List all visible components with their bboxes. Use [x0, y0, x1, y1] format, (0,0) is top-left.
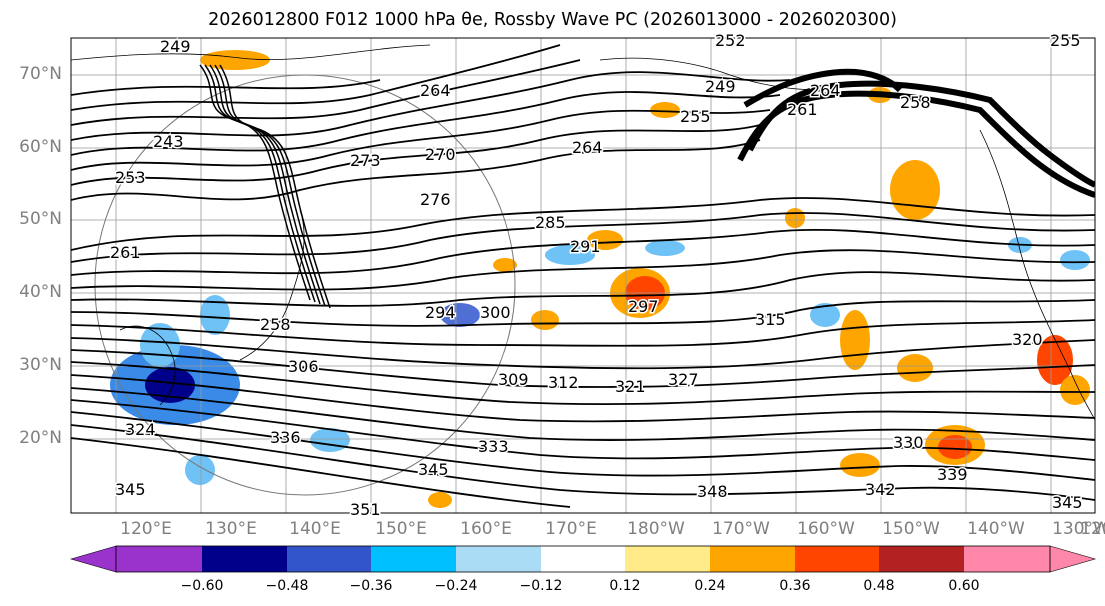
anomaly-blob-positive [1060, 375, 1090, 405]
anomaly-blob-positive [890, 160, 940, 220]
anomaly-blob-positive [587, 230, 623, 250]
lat-label: 30°N [19, 355, 62, 375]
lon-label: 130°E [205, 519, 257, 539]
lon-label: 180°W [627, 519, 685, 539]
anomaly-shading [110, 50, 1090, 508]
anomaly-blob-positive [428, 492, 452, 508]
plot-frame [70, 37, 1096, 514]
anomaly-blob-strong-negative [145, 367, 195, 403]
anomaly-blob-negative [810, 303, 840, 327]
anomaly-blob-positive [1037, 335, 1073, 385]
colorbar-extend-high [1049, 545, 1097, 573]
lon-label: 170°W [712, 519, 770, 539]
coastlines [71, 44, 1095, 421]
map-title: 2026012800 F012 1000 hPa θe, Rossby Wave… [208, 10, 897, 30]
lat-label: 50°N [19, 209, 62, 229]
lon-label: 120°E [120, 519, 172, 539]
colorbar-tick-label: 0.36 [779, 578, 811, 594]
lon-label: 120°W [1080, 519, 1105, 539]
anomaly-blob-positive [200, 50, 270, 70]
lon-label: 170°E [545, 519, 597, 539]
anomaly-blob-negative [200, 295, 230, 335]
anomaly-blob-positive [493, 258, 517, 272]
lon-label: 140°W [967, 519, 1025, 539]
colorbar-tick-label: 0.48 [863, 578, 895, 594]
colorbar-tick-label: 0.24 [694, 578, 726, 594]
lon-label: 150°E [375, 519, 427, 539]
colorbar-tick-label: −0.48 [265, 578, 309, 594]
anomaly-blob-positive [840, 310, 870, 370]
colorbar-tick-label: −0.36 [349, 578, 393, 594]
colorbar-tick-label: −0.12 [519, 578, 563, 594]
colorbar-tick-label: 0.12 [609, 578, 641, 594]
colorbar-tick-label: −0.24 [434, 578, 478, 594]
colorbar [69, 545, 1097, 573]
lat-label: 70°N [19, 64, 62, 84]
anomaly-blob-positive [840, 453, 880, 477]
dense-contour-band [199, 64, 331, 309]
anomaly-blob-negative [1060, 250, 1090, 270]
anomaly-blob-positive [531, 310, 559, 330]
colorbar-tick-label: 0.60 [948, 578, 980, 594]
anomaly-blob-negative [185, 455, 215, 485]
anomaly-blob-negative [545, 245, 595, 265]
colorbar-tick-label: −0.60 [180, 578, 224, 594]
theta-e-contours [71, 44, 1095, 508]
lon-label: 150°W [882, 519, 940, 539]
anomaly-blob-positive [897, 354, 933, 382]
anomaly-blob-positive [650, 102, 680, 118]
anomaly-blob-positive [785, 208, 805, 228]
lat-label: 40°N [19, 282, 62, 302]
lon-label: 160°E [460, 519, 512, 539]
lon-label: 160°W [797, 519, 855, 539]
thick-contour-band [737, 68, 1095, 198]
colorbar-extend-low [69, 545, 117, 573]
reference-circle [94, 74, 516, 496]
lon-label: 130°W [1052, 519, 1105, 539]
lon-label: 140°E [289, 519, 341, 539]
lat-label: 20°N [19, 428, 62, 448]
anomaly-blob-strong-positive [938, 435, 972, 459]
anomaly-blob-negative [645, 240, 685, 256]
lat-label: 60°N [19, 137, 62, 157]
anomaly-blob-negative [440, 303, 480, 327]
